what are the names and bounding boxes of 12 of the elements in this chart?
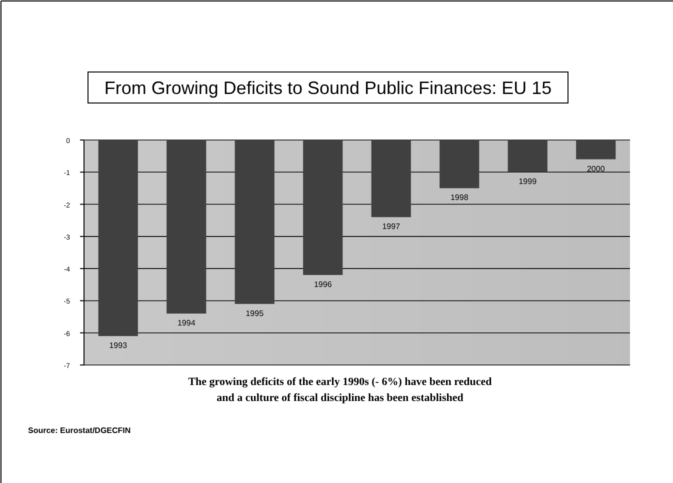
x-tick-label: 1998 bbox=[450, 193, 469, 202]
x-tick-label: 1993 bbox=[109, 341, 128, 350]
x-tick-label: 1994 bbox=[177, 318, 196, 328]
x-tick-label: 1999 bbox=[518, 177, 538, 186]
x-tick-label: 1997 bbox=[382, 222, 401, 232]
x-tick-label: 2000 bbox=[586, 164, 606, 174]
x-tick-label: 1995 bbox=[246, 308, 264, 318]
text: and a culture of fiscal discipline has been established bbox=[216, 392, 464, 404]
source-note: Source: Eurostat/DGECFIN bbox=[28, 426, 131, 435]
chart-title: From Growing Deficits to Sound Public Finances: EU 15 bbox=[104, 78, 552, 98]
text: The growing deficits of the early 1990s (- 6%) have been reduced bbox=[188, 376, 492, 388]
x-tick-label: 1996 bbox=[314, 280, 332, 289]
